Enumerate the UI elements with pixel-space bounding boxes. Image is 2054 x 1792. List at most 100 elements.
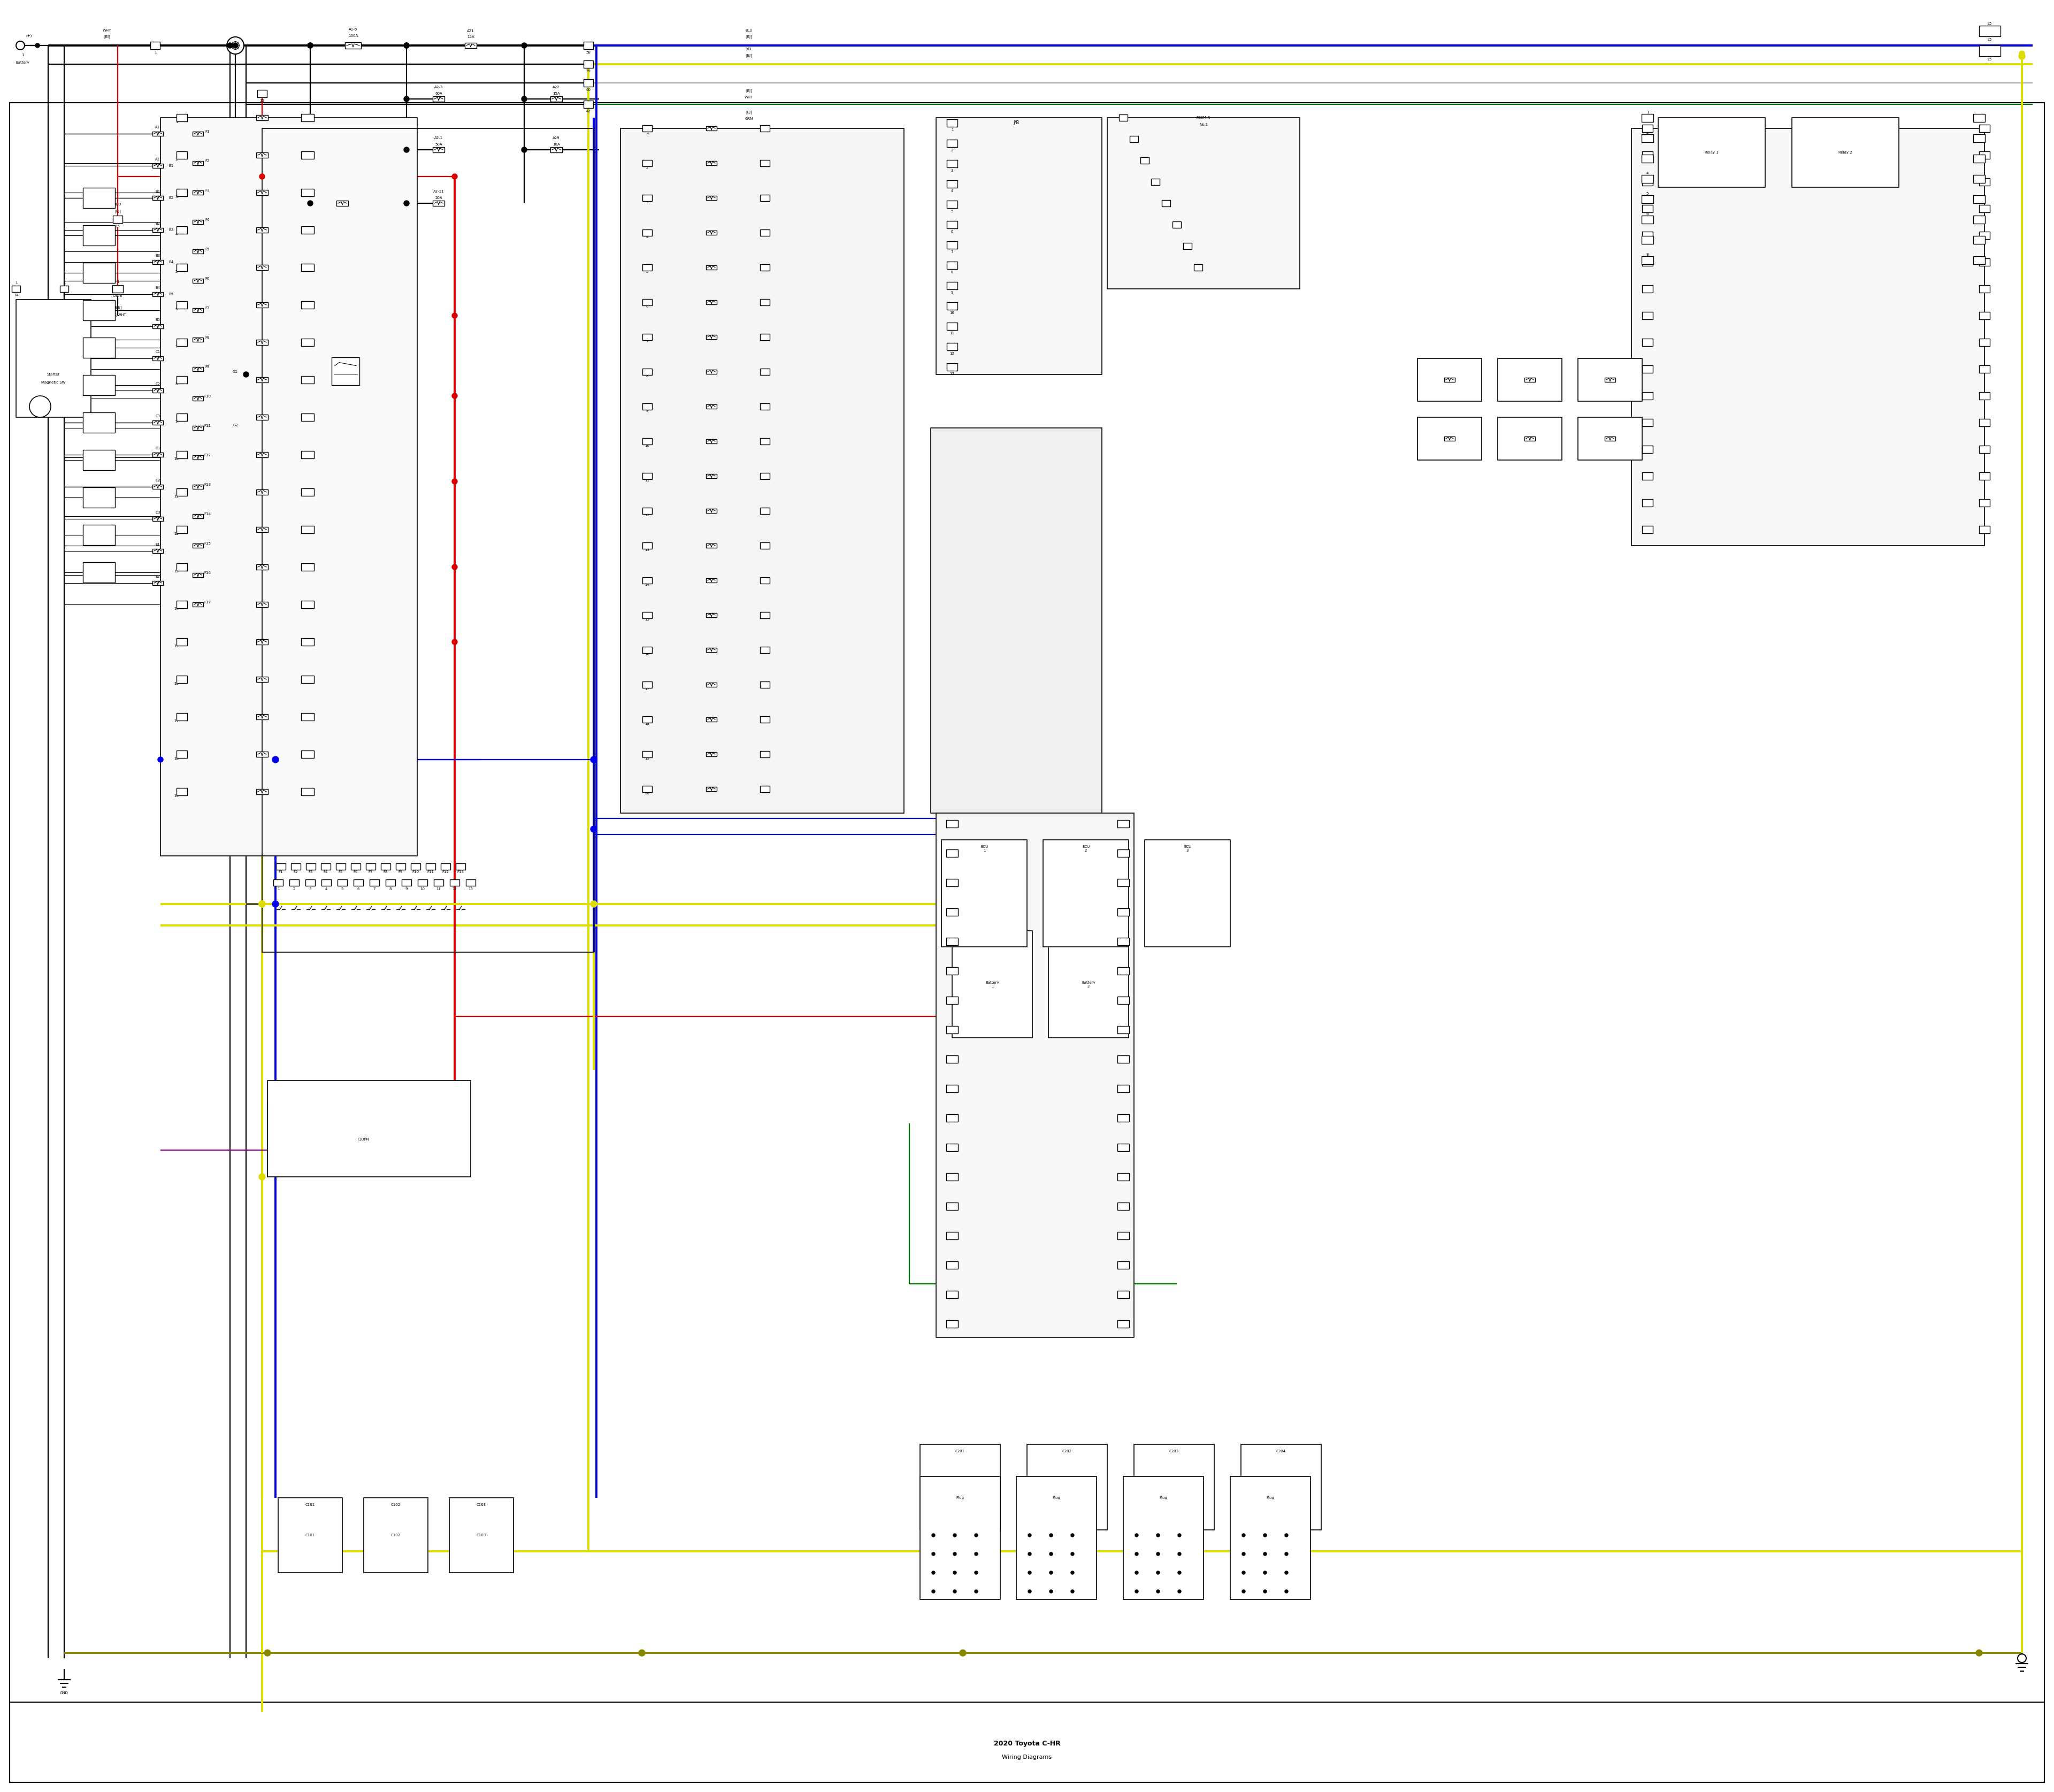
- Bar: [353, 880, 364, 885]
- Text: D2: D2: [156, 478, 160, 482]
- Bar: [302, 713, 314, 720]
- Text: ECU
1: ECU 1: [980, 846, 988, 853]
- Text: 15A: 15A: [553, 91, 561, 95]
- Text: F5: F5: [205, 247, 210, 251]
- Text: C/OPN: C/OPN: [357, 1138, 370, 1142]
- Bar: [947, 1027, 957, 1034]
- Bar: [1641, 285, 1653, 292]
- Text: F1: F1: [279, 871, 283, 873]
- Text: L5: L5: [1988, 38, 1992, 41]
- Text: [EJ]: [EJ]: [115, 210, 121, 213]
- Bar: [177, 600, 187, 607]
- Text: A2-11: A2-11: [433, 190, 444, 194]
- Bar: [302, 115, 314, 122]
- Bar: [941, 840, 1027, 946]
- Text: C204: C204: [1276, 1486, 1286, 1489]
- Circle shape: [974, 1552, 978, 1555]
- Text: BLU: BLU: [746, 29, 752, 32]
- Text: C203: C203: [1169, 1486, 1179, 1489]
- Bar: [257, 715, 267, 719]
- Circle shape: [1177, 1552, 1181, 1555]
- Circle shape: [1070, 1572, 1074, 1575]
- Bar: [760, 159, 770, 167]
- Bar: [760, 751, 770, 758]
- Bar: [1117, 1231, 1130, 1240]
- Circle shape: [592, 901, 598, 907]
- Text: F2: F2: [205, 159, 210, 163]
- Text: 2: 2: [175, 158, 179, 161]
- Bar: [425, 864, 435, 869]
- Bar: [1641, 231, 1653, 238]
- Text: 3: 3: [175, 195, 179, 199]
- Text: C101: C101: [306, 1534, 314, 1538]
- Text: 11: 11: [949, 332, 955, 335]
- Bar: [643, 717, 651, 722]
- Text: 8: 8: [390, 887, 392, 891]
- Bar: [1117, 1055, 1130, 1063]
- Bar: [1117, 968, 1130, 975]
- Bar: [1641, 154, 1653, 163]
- Bar: [1641, 177, 1653, 186]
- Text: RED: RED: [113, 202, 121, 206]
- Text: 10: 10: [949, 312, 955, 315]
- Bar: [1140, 158, 1148, 163]
- Bar: [177, 452, 187, 459]
- Text: C102: C102: [390, 1534, 401, 1538]
- Bar: [707, 439, 717, 443]
- Text: 12: 12: [645, 514, 649, 516]
- Bar: [1241, 1444, 1321, 1530]
- Circle shape: [405, 147, 409, 152]
- Circle shape: [953, 1572, 957, 1575]
- Bar: [1641, 235, 1653, 244]
- Bar: [396, 864, 405, 869]
- Bar: [302, 376, 314, 383]
- Circle shape: [953, 1552, 957, 1555]
- Bar: [1980, 258, 1990, 265]
- Bar: [930, 428, 1101, 814]
- Bar: [152, 548, 162, 554]
- Bar: [417, 880, 427, 885]
- Bar: [257, 751, 267, 756]
- Bar: [257, 115, 267, 120]
- Text: 8: 8: [175, 382, 179, 385]
- Bar: [1980, 446, 1990, 453]
- Bar: [643, 125, 651, 131]
- Text: 13: 13: [468, 887, 472, 891]
- Text: C202: C202: [1062, 1450, 1072, 1453]
- Bar: [193, 573, 203, 577]
- Bar: [450, 880, 460, 885]
- Bar: [177, 151, 187, 159]
- Circle shape: [1177, 1534, 1181, 1538]
- Bar: [1980, 366, 1990, 373]
- Text: Plug: Plug: [955, 1496, 963, 1500]
- Circle shape: [1050, 1534, 1052, 1538]
- Circle shape: [1050, 1590, 1052, 1593]
- Text: 19: 19: [645, 756, 649, 760]
- Bar: [177, 115, 187, 122]
- Bar: [193, 308, 203, 312]
- Bar: [152, 260, 162, 263]
- Bar: [1117, 1027, 1130, 1034]
- Circle shape: [1136, 1590, 1138, 1593]
- Bar: [583, 61, 594, 68]
- Text: 9: 9: [647, 409, 649, 412]
- Circle shape: [1050, 1552, 1052, 1555]
- Circle shape: [1263, 1590, 1267, 1593]
- Text: Starter: Starter: [47, 373, 60, 376]
- Bar: [707, 543, 717, 548]
- Bar: [1604, 378, 1614, 382]
- Text: F5: F5: [339, 871, 343, 873]
- Bar: [760, 333, 770, 340]
- Bar: [257, 640, 267, 645]
- Bar: [1641, 525, 1653, 534]
- Bar: [1980, 45, 2001, 56]
- Text: 10: 10: [421, 887, 425, 891]
- Bar: [947, 1262, 957, 1269]
- Circle shape: [1136, 1534, 1138, 1538]
- Bar: [267, 1081, 470, 1177]
- Bar: [177, 226, 187, 233]
- Bar: [177, 751, 187, 758]
- Bar: [760, 195, 770, 201]
- Text: 7: 7: [374, 887, 376, 891]
- Text: G2: G2: [232, 423, 238, 426]
